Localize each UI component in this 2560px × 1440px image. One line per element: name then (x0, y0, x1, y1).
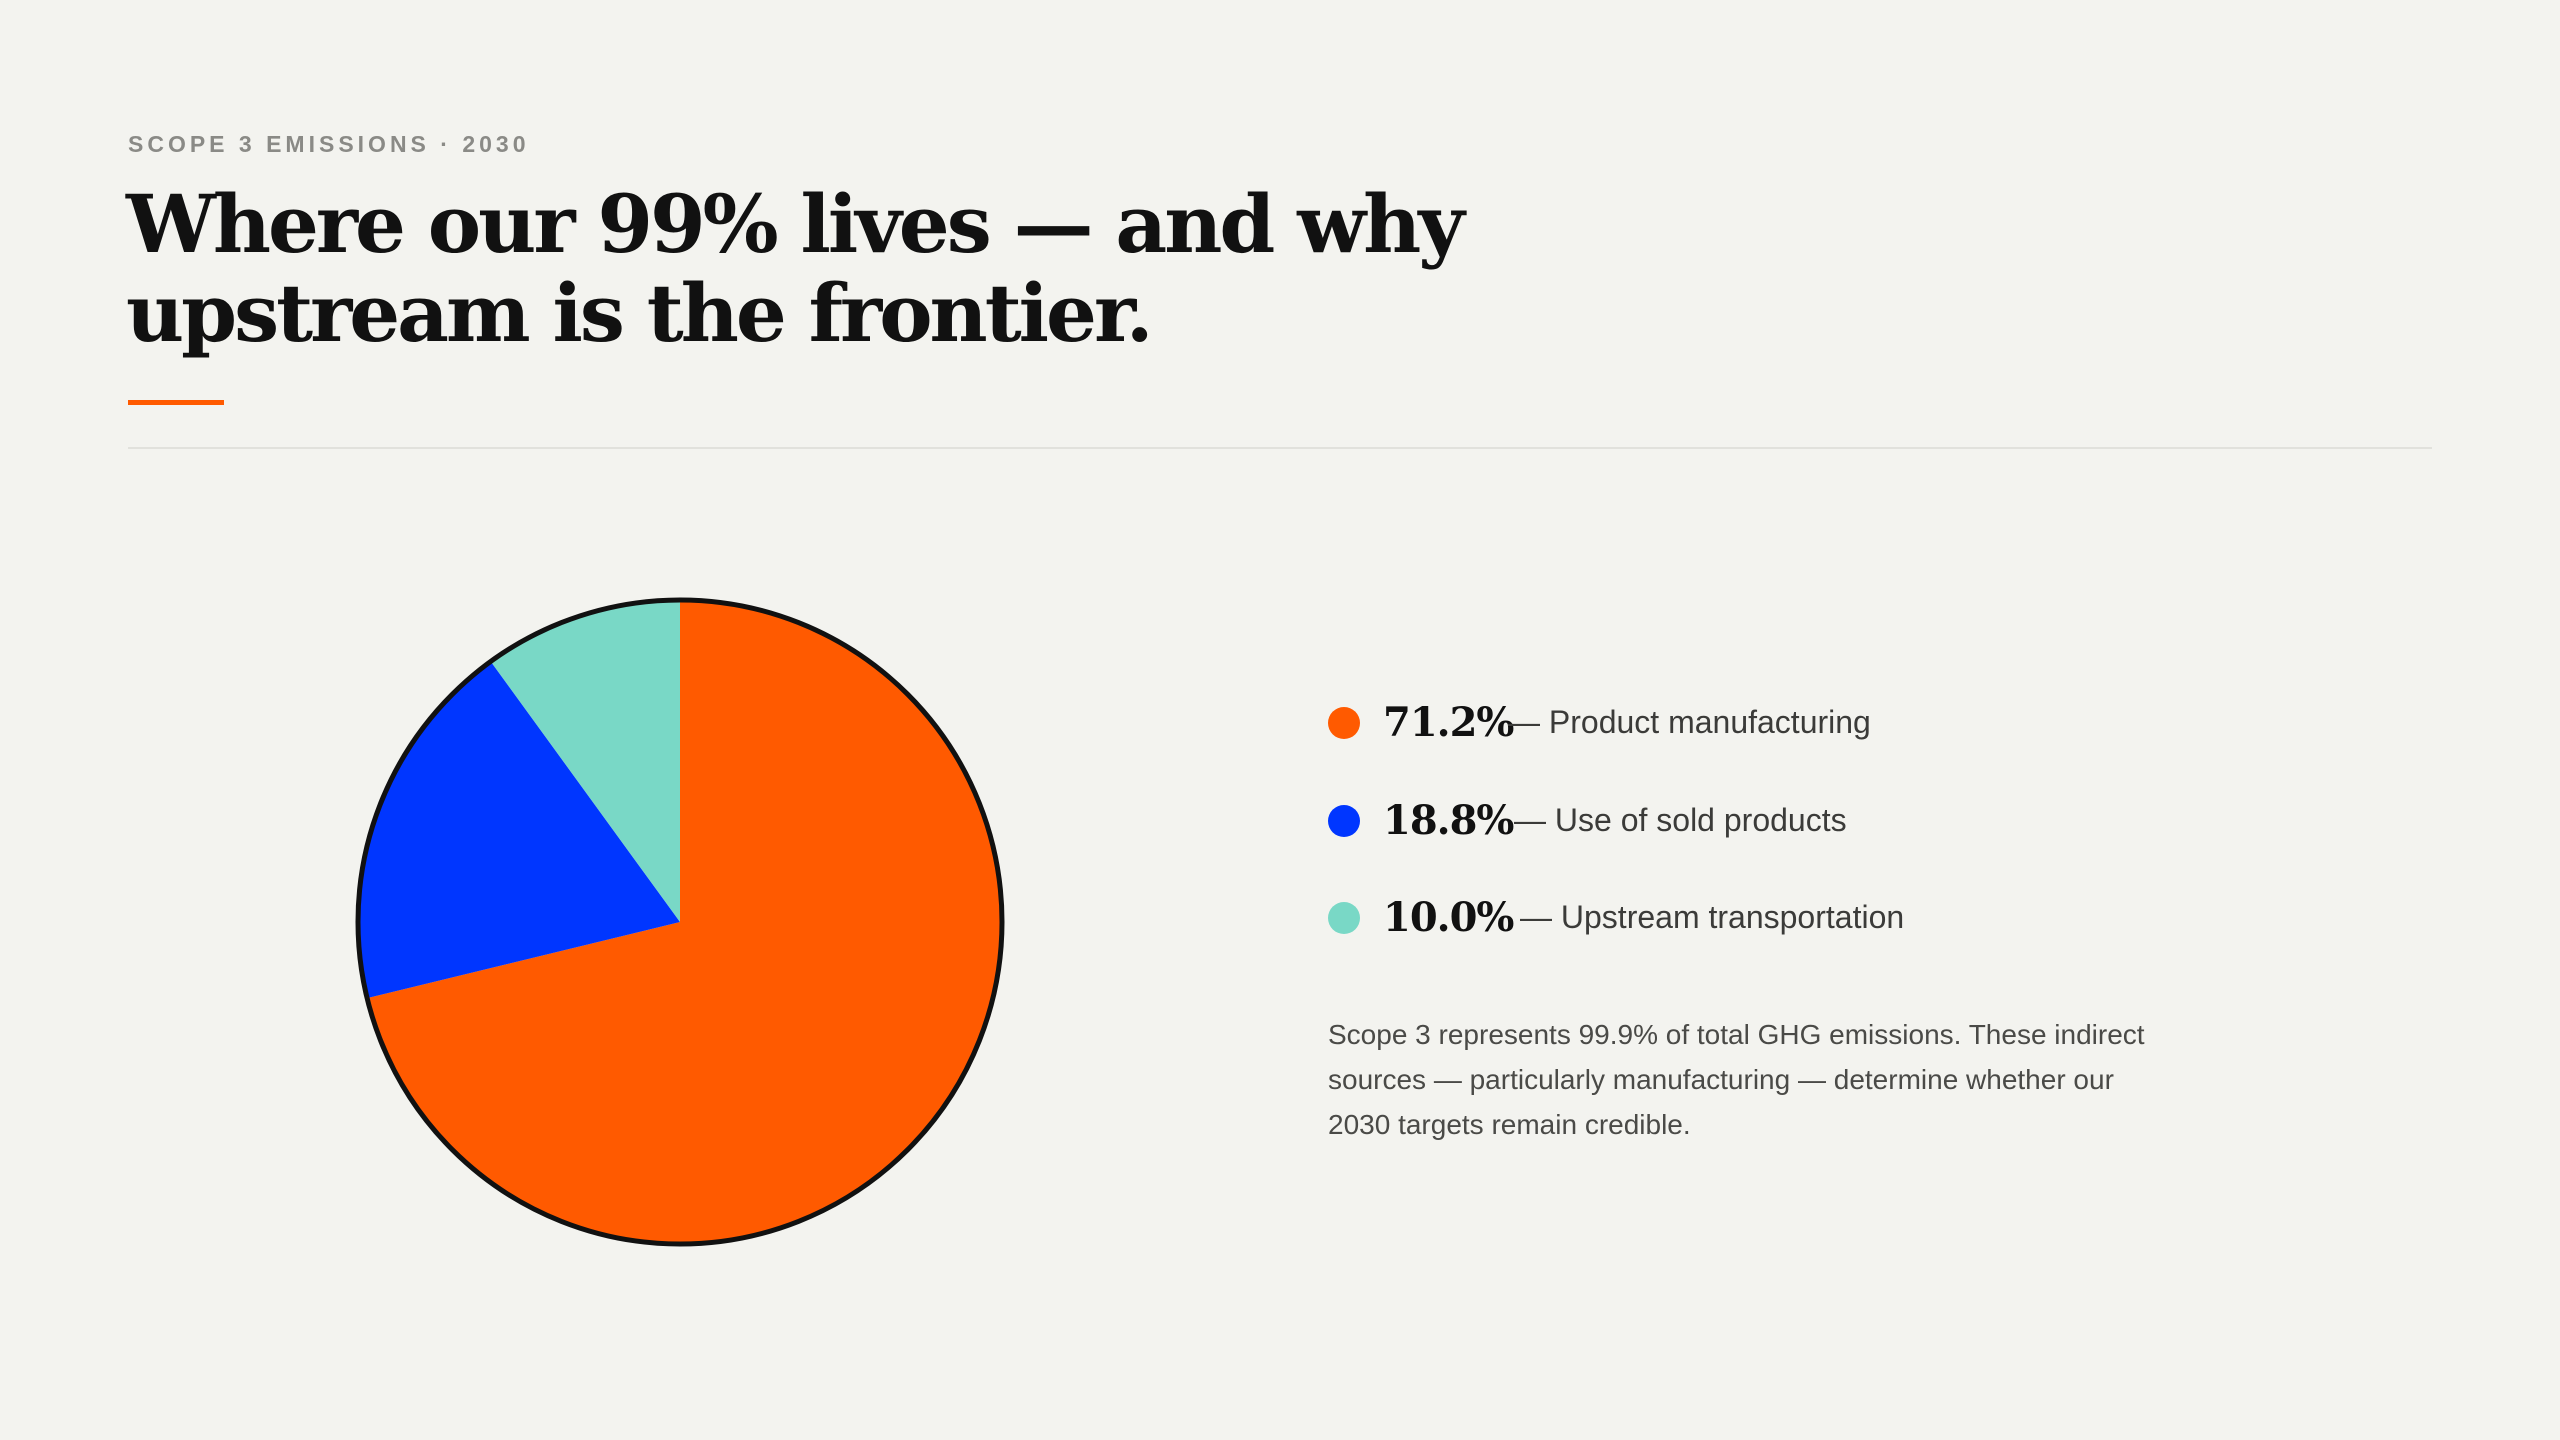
legend-swatch (1328, 902, 1360, 934)
page-title: Where our 99% lives — and why upstream i… (126, 177, 1465, 360)
pie-slice-product-manufacturing (367, 600, 1003, 1244)
divider (128, 447, 2432, 449)
legend-value: 71.2% (1383, 699, 1514, 746)
pie-outline (355, 597, 1005, 1247)
legend-value: 18.8% (1383, 797, 1514, 844)
pie-slice-upstream-transportation (490, 600, 680, 922)
legend-label: — Product manufacturing (1508, 704, 1871, 740)
legend-label: — Upstream transportation (1520, 899, 1905, 935)
description-note: Scope 3 represents 99.9% of total GHG em… (1328, 1019, 2145, 1140)
legend-swatch (1328, 707, 1360, 739)
legend-label: — Use of sold products (1514, 802, 1847, 838)
pie-slice-use-of-sold-products (358, 661, 680, 999)
accent-rule (128, 400, 224, 405)
pie-chart (355, 597, 1005, 1247)
eyebrow: SCOPE 3 EMISSIONS · 2030 (128, 131, 530, 157)
legend-swatch (1328, 805, 1360, 837)
legend-value: 10.0% (1383, 894, 1514, 941)
